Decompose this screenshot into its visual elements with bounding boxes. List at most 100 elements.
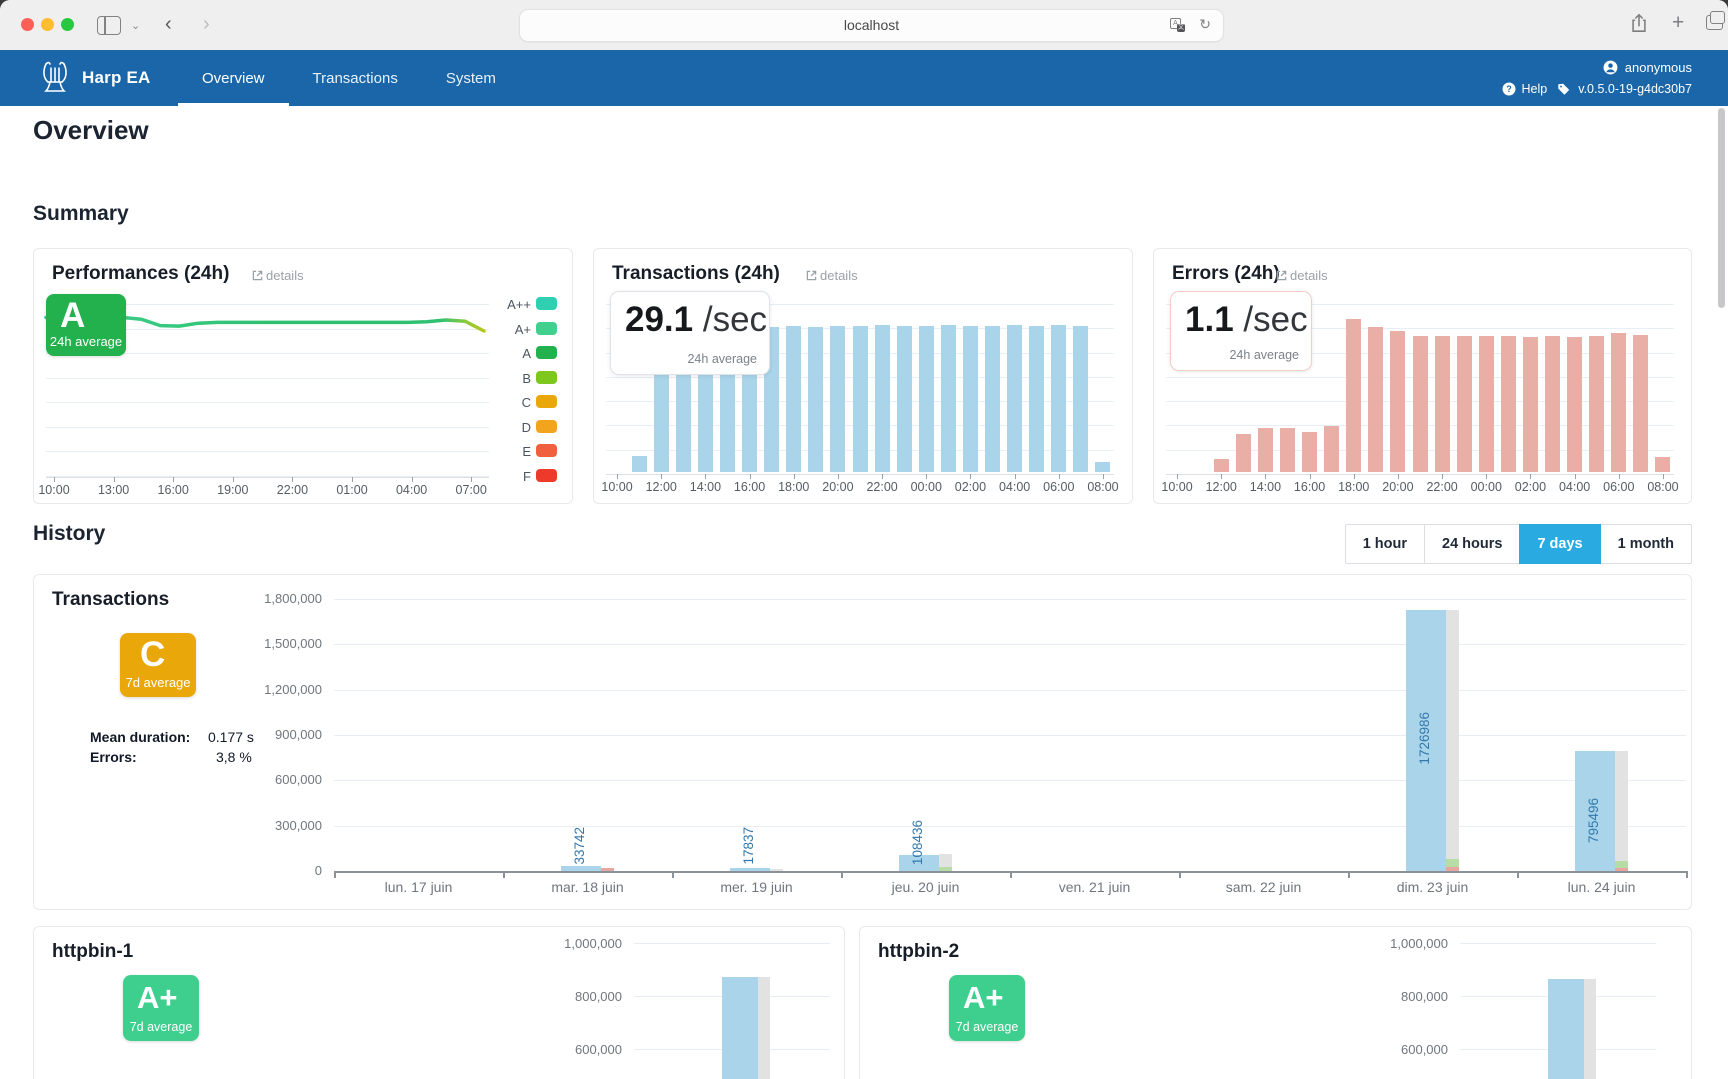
chart-x-axis [1166,474,1674,475]
httpbin-1-card: httpbin-1 A+ 7d average Mean 1,000,00080… [33,926,845,1079]
history-day-label: jeu. 20 juin [891,879,960,895]
chart-x-tick [1177,474,1179,479]
hour-bar [1655,457,1671,472]
performances-card-title: Performances (24h) [52,263,230,284]
hour-bar [1051,325,1067,472]
chart-x-label: 08:00 [1647,480,1679,494]
history-day-label: mer. 19 juin [720,879,793,895]
range-button-7-days[interactable]: 7 days [1519,524,1601,564]
history-day-label: mar. 18 juin [551,879,624,895]
grade-gridline [46,353,489,355]
grade-label-A++: A++ [507,297,531,312]
hour-bar [1390,331,1406,472]
chart-x-tick [793,474,795,479]
page-title: Overview [33,115,149,145]
history-day-label: sam. 22 juin [1225,879,1302,895]
tag-icon [1557,82,1572,97]
errors-rate-row: Errors: 3,8 % [90,749,252,765]
chart-x-tick [749,474,751,479]
grade-gridline [46,304,489,305]
chart-x-label: 12:00 [1205,480,1237,494]
sidebar-icon[interactable] [97,16,121,35]
app-brand[interactable]: Harp EA [38,50,150,106]
tab-system[interactable]: System [445,69,496,87]
range-button-24-hours[interactable]: 24 hours [1424,524,1521,564]
hour-bar [1522,336,1538,472]
perf-x-label: 19:00 [217,482,249,497]
grade-gridline [46,451,489,453]
perf-x-tick [411,476,413,482]
history-gridline [334,780,1686,782]
performances-details-link[interactable]: details [252,268,304,283]
history-transactions-title: Transactions [52,589,170,610]
perf-x-label: 07:00 [455,482,487,497]
forward-button[interactable]: › [203,13,210,35]
hour-bar [1567,336,1583,472]
perf-x-label: 01:00 [336,482,368,497]
service-bar [1548,978,1584,1079]
history-y-label: 1,800,000 [264,591,322,606]
hour-bar [940,325,956,472]
help-link[interactable]: Help [1521,82,1548,96]
transactions-rate-value: 29.1 [625,300,694,339]
history-y-label: 600,000 [275,772,322,788]
day-companion-green [1445,858,1459,867]
history-gridline [334,689,1686,691]
day-bar-value-label: 108436 [909,819,925,865]
share-icon[interactable] [1630,13,1648,36]
day-companion-red [1445,866,1459,871]
hour-bar [1434,335,1450,472]
service-y-label: 800,000 [1401,989,1448,1004]
minimize-window-button[interactable] [41,18,54,31]
day-companion-green [1614,861,1628,868]
hour-bar [808,326,824,472]
errors-details-link[interactable]: details [1276,268,1328,283]
tab-transactions[interactable]: Transactions [312,69,398,87]
day-companion-gray [938,854,952,867]
history-gridline [334,644,1686,646]
hour-bar [653,349,669,472]
perf-x-tick [173,476,175,482]
chart-x-label: 06:00 [1043,480,1075,494]
chevron-down-icon[interactable]: ⌄ [131,20,141,32]
transactions-rate-stat: 29.1 /sec 24h average [610,291,770,375]
chart-x-tick [1221,474,1223,479]
close-window-button[interactable] [21,18,34,31]
hour-bar [1235,434,1251,472]
service-y-label: 1,000,000 [564,936,622,951]
chart-x-tick [1574,474,1576,479]
chart-x-label: 22:00 [1426,480,1458,494]
range-button-1-month[interactable]: 1 month [1599,524,1692,564]
chart-x-label: 22:00 [866,480,898,494]
day-bar [1405,610,1446,871]
user-row[interactable]: anonymous [1502,56,1692,78]
history-transactions-card: Transactions C 7d average Mean duration:… [33,574,1692,910]
chart-x-label: 04:00 [998,480,1031,494]
grade-gridline [46,377,489,379]
hour-bar [896,326,912,472]
history-axis-tick [1686,871,1688,878]
reload-icon[interactable]: ↻ [1199,16,1211,32]
range-button-1-hour[interactable]: 1 hour [1344,524,1426,564]
transactions-details-link[interactable]: details [806,268,858,283]
hour-bar [1095,461,1111,472]
tab-overview-icon[interactable] [1706,11,1725,30]
new-tab-icon[interactable]: + [1672,11,1685,34]
tab-overview[interactable]: Overview [178,50,289,106]
httpbin-2-card: httpbin-2 A+ 7d average Mean 1,000,00080… [859,926,1692,1079]
chart-x-tick [1618,474,1620,479]
transactions-rate-caption: 24h average [687,352,757,366]
hour-bar [631,456,647,472]
chart-x-label: 10:00 [601,480,633,494]
history-y-label: 300,000 [275,817,322,833]
scrollbar-thumb[interactable] [1718,108,1725,308]
chart-x-tick [661,474,663,479]
errors-24h-card-title: Errors (24h) [1172,263,1280,284]
back-button[interactable]: ‹ [165,13,172,35]
perf-x-tick [54,476,55,482]
zoom-window-button[interactable] [61,18,74,31]
